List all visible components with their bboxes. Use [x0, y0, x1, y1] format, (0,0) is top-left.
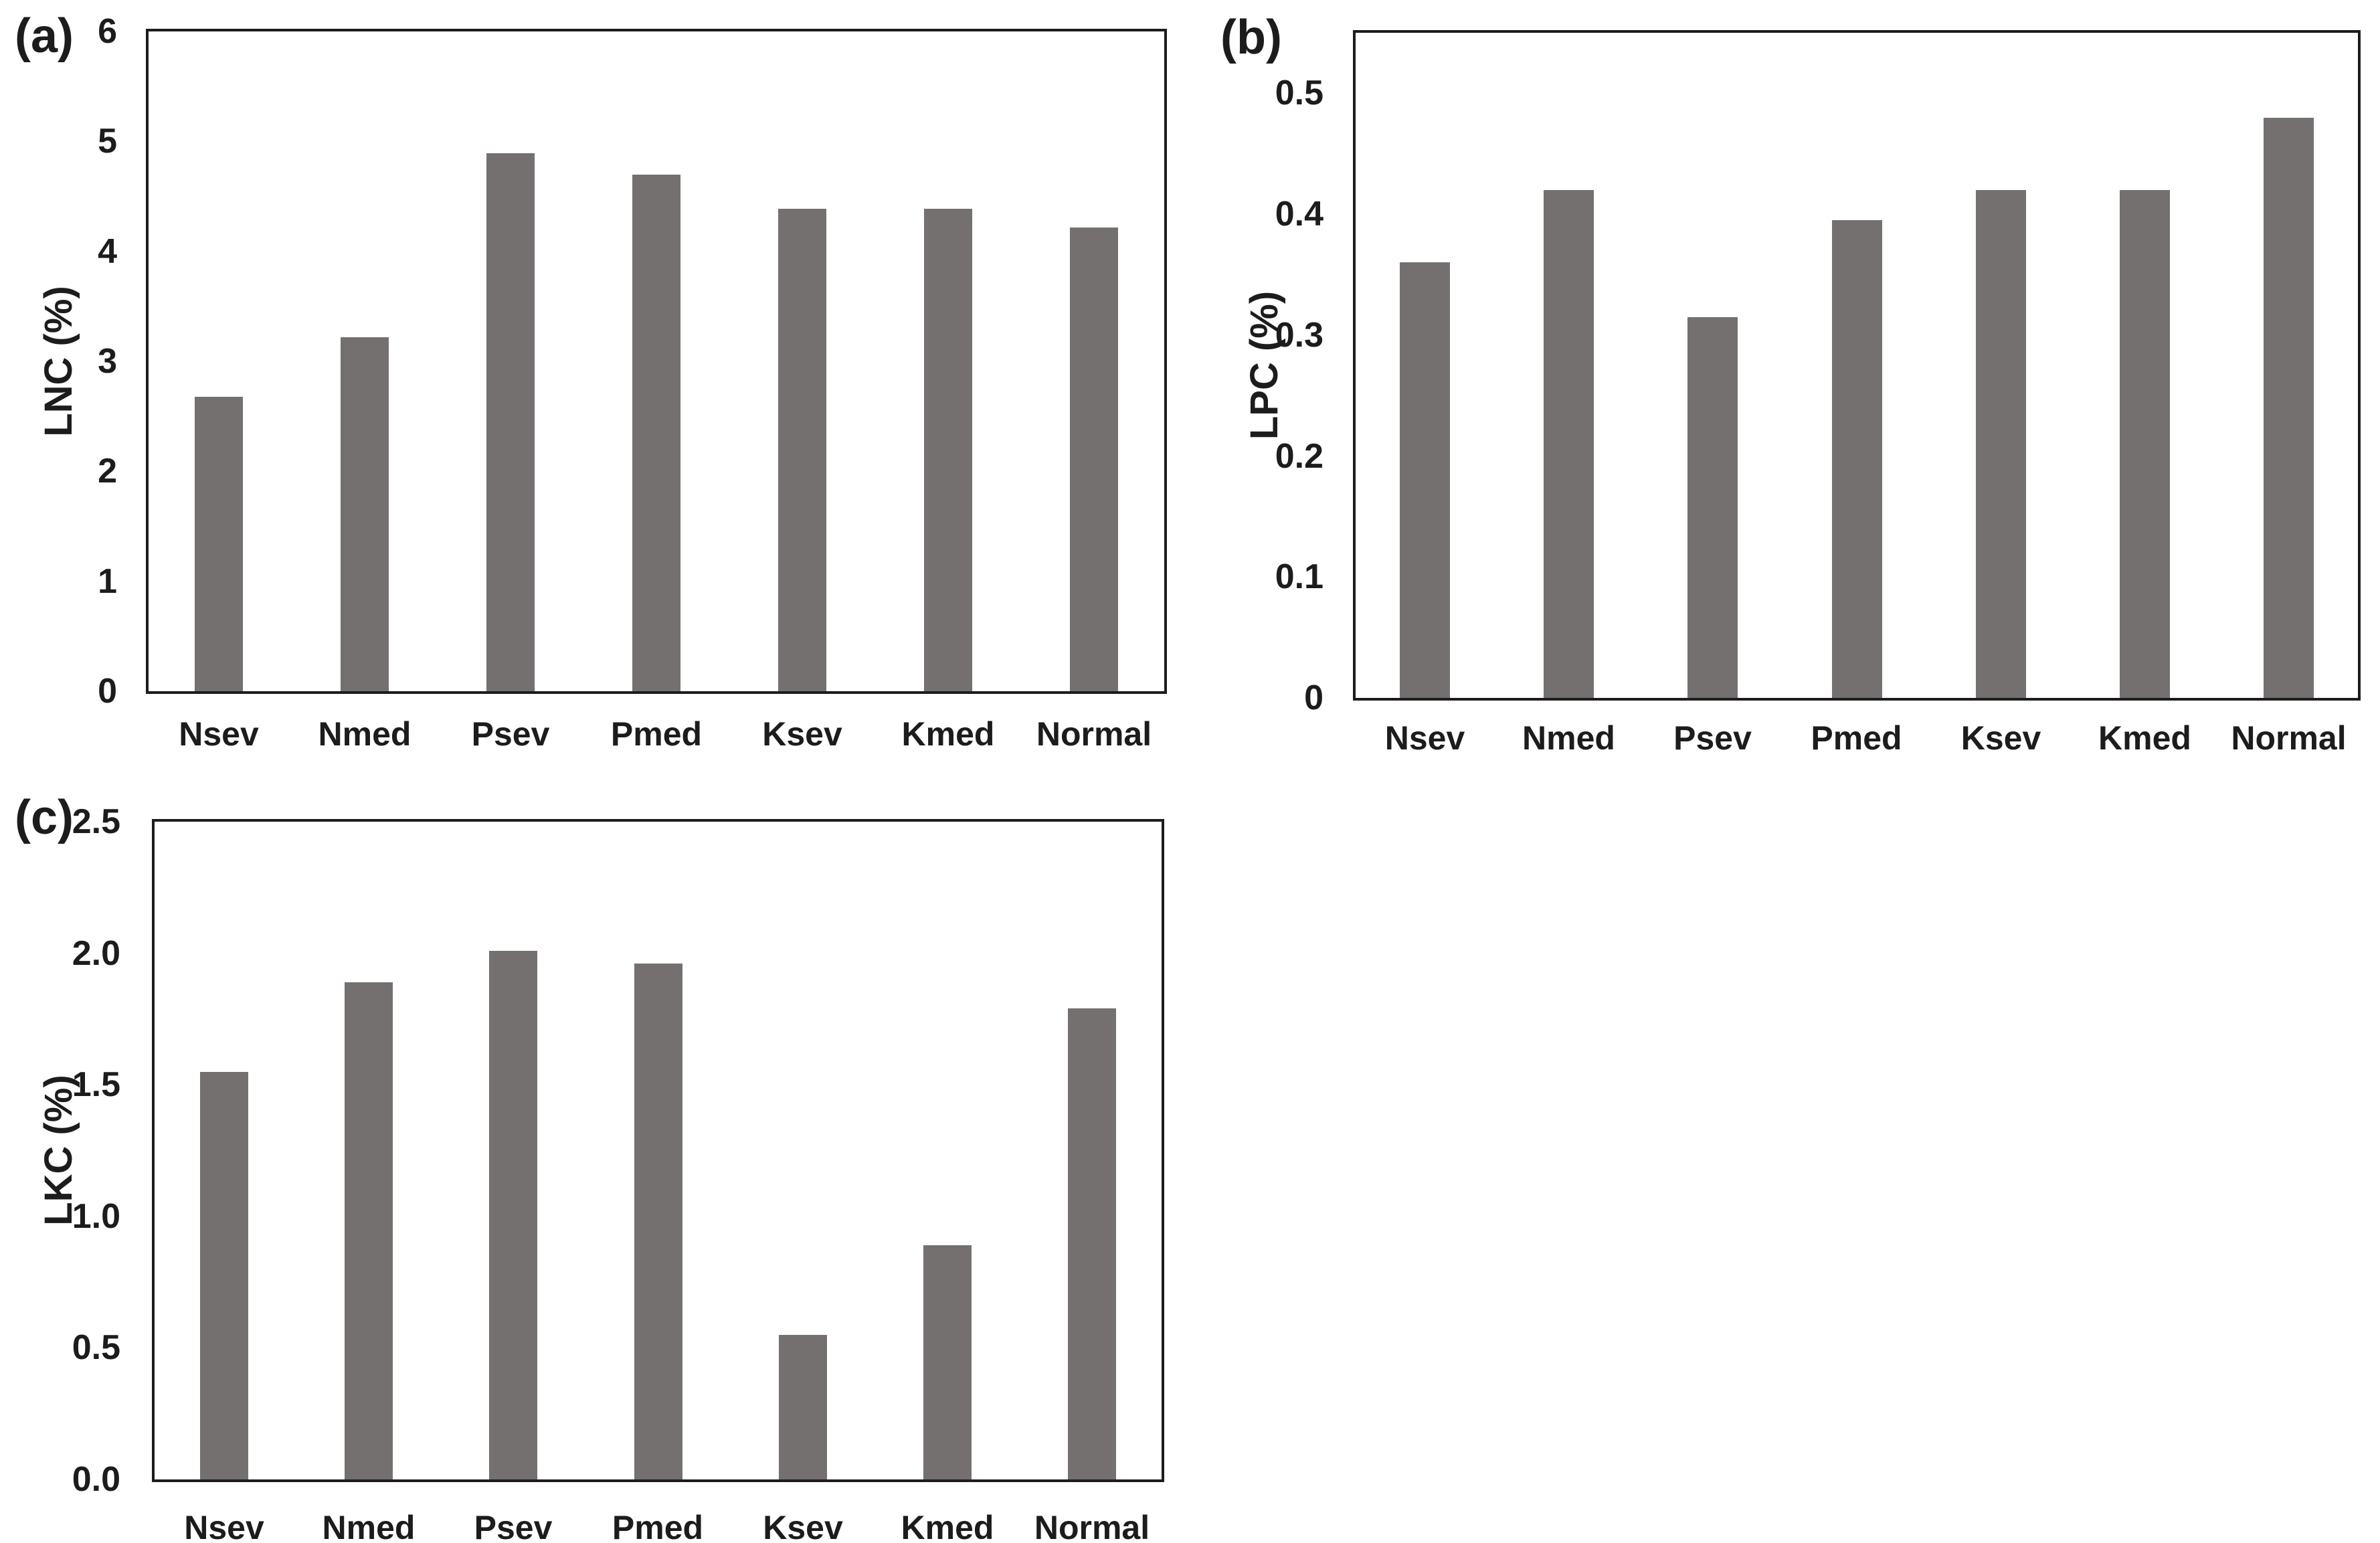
bar-pmed: [634, 964, 682, 1479]
bar-nmed: [1544, 190, 1594, 698]
panel-label-c: (c): [15, 791, 74, 844]
y-tick-label: 0.1: [1275, 557, 1323, 597]
bar-normal: [1070, 228, 1118, 691]
x-tick-label-normal: Normal: [1034, 1509, 1150, 1543]
panel-label-b: (b): [1220, 11, 1282, 64]
y-tick-label: 1.0: [72, 1196, 120, 1236]
y-axis-title-b: LPC (%): [1243, 290, 1286, 440]
y-tick-label: 0.2: [1275, 436, 1323, 476]
x-tick-label-nmed: Nmed: [322, 1509, 416, 1543]
bar-nmed: [345, 982, 393, 1479]
x-tick-label-ksev: Ksev: [1960, 719, 2041, 757]
bar-nsev: [1400, 262, 1450, 698]
bar-kmed: [923, 1245, 972, 1479]
y-tick-label: 0.0: [72, 1460, 120, 1499]
x-tick-label-nsev: Nsev: [179, 715, 259, 753]
y-tick-label: 0.5: [1275, 74, 1323, 113]
y-tick-label: 0.5: [72, 1328, 120, 1368]
bar-normal: [1068, 1008, 1116, 1479]
y-tick-label: 0: [98, 672, 117, 711]
y-tick-label: 5: [98, 122, 117, 161]
x-tick-label-pmed: Pmed: [610, 715, 703, 753]
y-tick-label: 0: [1304, 678, 1323, 717]
y-tick-label: 3: [98, 342, 117, 381]
y-tick-label: 1: [98, 561, 117, 601]
bar-ksev: [1976, 190, 2026, 698]
bar-ksev: [778, 209, 826, 691]
x-tick-label-ksev: Ksev: [762, 715, 842, 753]
y-tick-label: 2: [98, 452, 117, 491]
y-tick-label: 4: [98, 232, 117, 271]
bar-kmed: [924, 209, 972, 691]
x-tick-label-nmed: Nmed: [1522, 719, 1615, 757]
x-tick-label-pmed: Pmed: [1811, 719, 1902, 757]
bar-psev: [1687, 317, 1738, 698]
x-tick-label-ksev: Ksev: [763, 1509, 843, 1543]
x-tick-label-nmed: Nmed: [318, 715, 411, 753]
x-tick-label-normal: Normal: [1036, 715, 1152, 753]
x-tick-label-psev: Psev: [1673, 719, 1752, 757]
bar-normal: [2264, 118, 2314, 698]
y-tick-label: 0.4: [1275, 195, 1323, 234]
x-tick-label-normal: Normal: [2231, 719, 2347, 757]
bar-pmed: [632, 175, 680, 691]
x-tick-label-psev: Psev: [474, 1509, 553, 1543]
bar-kmed: [2120, 190, 2170, 698]
bar-pmed: [1832, 220, 1882, 698]
x-tick-label-psev: Psev: [471, 715, 550, 753]
x-tick-label-kmed: Kmed: [901, 715, 995, 753]
y-tick-label: 2.0: [72, 933, 120, 973]
bar-psev: [489, 951, 537, 1479]
bar-nsev: [200, 1072, 248, 1479]
x-tick-label-nsev: Nsev: [184, 1509, 264, 1543]
bar-nmed: [341, 337, 389, 691]
x-tick-label-pmed: Pmed: [612, 1509, 704, 1543]
bar-ksev: [779, 1335, 827, 1479]
y-tick-label: 0.3: [1275, 315, 1323, 355]
x-tick-label-kmed: Kmed: [901, 1509, 994, 1543]
y-tick-label: 2.5: [72, 802, 120, 841]
bar-nsev: [195, 397, 243, 691]
y-tick-label: 6: [98, 12, 117, 51]
x-tick-label-nsev: Nsev: [1384, 719, 1465, 757]
x-tick-label-kmed: Kmed: [2098, 719, 2191, 757]
y-tick-label: 1.5: [72, 1065, 120, 1105]
panel-label-a: (a): [15, 9, 74, 63]
bar-psev: [486, 153, 535, 691]
